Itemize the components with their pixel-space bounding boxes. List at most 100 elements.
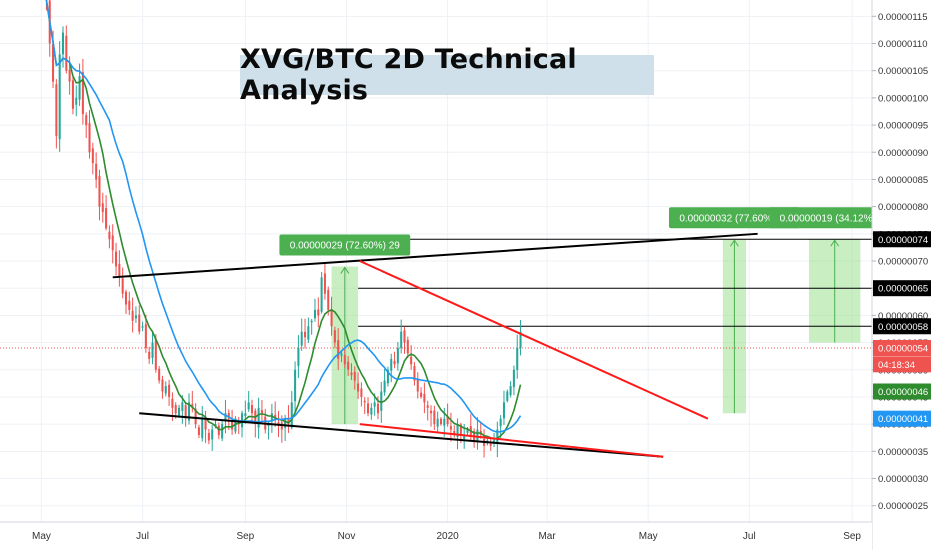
candle-body [390, 358, 393, 371]
candle-body [214, 424, 217, 426]
candle-body [88, 123, 91, 153]
candle-body [58, 54, 61, 140]
moving-averages [45, 0, 522, 440]
time-axis[interactable]: May Jul Sep Nov 2020 Mar May Jul Sep [0, 521, 872, 550]
moving-average-fast [45, 0, 522, 440]
price-tick-label: 0.00000085 [878, 175, 928, 186]
candle-body [247, 402, 250, 410]
candle-body [519, 331, 522, 348]
candle-body [516, 348, 519, 370]
candle-body [270, 413, 273, 422]
candle-body [144, 324, 147, 348]
candle-body [426, 405, 429, 408]
time-tick-label: Nov [338, 531, 356, 542]
candle-body [207, 432, 210, 441]
candle-body [489, 443, 492, 446]
candle-body [317, 309, 320, 316]
candle-body [380, 391, 383, 411]
measure-label-bg [669, 207, 800, 229]
candle-body [499, 418, 502, 427]
candle-body [320, 277, 323, 312]
candle-body [95, 163, 98, 180]
candle-body [416, 379, 419, 392]
candle-body [506, 391, 509, 401]
candle-body [307, 326, 310, 340]
candle-body [91, 148, 94, 164]
measure-labels: 0.00000029 (72.60%) 29 0.00000032 (77.60%… [279, 207, 901, 256]
candle-body [244, 413, 247, 417]
candle-body [98, 176, 101, 207]
candle-body [151, 342, 154, 358]
price-label-bg [873, 383, 931, 400]
candle-body [439, 418, 443, 425]
candle-body [111, 235, 114, 251]
trendline-upper-channel [112, 232, 758, 279]
candle-body [108, 231, 111, 240]
candle-body [128, 300, 131, 310]
candle-body [187, 402, 191, 421]
candle-body [502, 402, 505, 419]
candle-body [211, 429, 214, 440]
measure-label: 0.00000032 (77.60%) 32 [679, 213, 790, 224]
measure-label: 0.00000029 (72.60%) 29 [290, 240, 401, 251]
time-tick-label: May [32, 531, 51, 542]
candle-body [423, 393, 426, 403]
candle-body [333, 330, 336, 343]
measure-label-bg [279, 234, 411, 256]
candle-body [420, 392, 423, 397]
candle-body [403, 330, 406, 343]
candle-body [194, 408, 197, 425]
price-label: 04:18:34 [878, 360, 915, 371]
time-tick-label: Sep [843, 531, 861, 542]
candle-body [115, 251, 118, 267]
candle-body [313, 309, 317, 319]
candle-body [400, 331, 403, 349]
candle-body [75, 97, 78, 105]
candle-body [171, 398, 174, 408]
candle-body [81, 72, 84, 115]
candle-body [138, 314, 141, 332]
candle-body [347, 361, 350, 370]
candle-body [250, 405, 254, 414]
candle-body [131, 310, 134, 321]
price-axis[interactable]: 0.00000115 0.00000110 0.00000105 0.00000100… [871, 0, 932, 550]
candle-body [121, 278, 124, 294]
candle-body [234, 418, 237, 432]
candle-body [181, 402, 184, 412]
candle-body [360, 388, 363, 397]
candle-body [257, 407, 260, 428]
candle-body [105, 208, 108, 229]
price-label-bg [873, 318, 931, 335]
measure-label: 0.00000019 (34.12%) 19 [780, 213, 891, 224]
candle-body [383, 380, 386, 393]
candle-body [373, 402, 376, 407]
price-tick-label: 0.00000090 [878, 148, 928, 159]
candle-body [323, 273, 326, 294]
candle-body [71, 80, 74, 109]
candle-body [443, 418, 446, 426]
measure-arrow-head [340, 266, 350, 274]
candle-body [453, 430, 456, 435]
candle-body [124, 291, 128, 305]
trendline-wedge-upper [359, 260, 709, 420]
candle-body [386, 369, 389, 384]
candle-body [509, 386, 512, 396]
candles [45, 0, 522, 458]
time-tick-label: Mar [538, 531, 556, 542]
trendline-lower-channel [139, 412, 664, 458]
candle-body [178, 407, 181, 416]
candle-body [204, 418, 207, 430]
price-label-bg [873, 410, 931, 427]
price-label: 0.00000065 [878, 284, 928, 295]
candle-body [393, 360, 396, 365]
candle-body [353, 371, 356, 381]
candle-body [406, 339, 409, 354]
candle-body [304, 331, 307, 338]
candle-body [68, 69, 71, 82]
candle-body [456, 424, 459, 437]
candle-body [267, 424, 270, 427]
chart-title: XVG/BTC 2D Technical Analysis [240, 44, 577, 106]
candle-body [52, 44, 55, 82]
price-tick-label: 0.00000105 [878, 66, 928, 77]
